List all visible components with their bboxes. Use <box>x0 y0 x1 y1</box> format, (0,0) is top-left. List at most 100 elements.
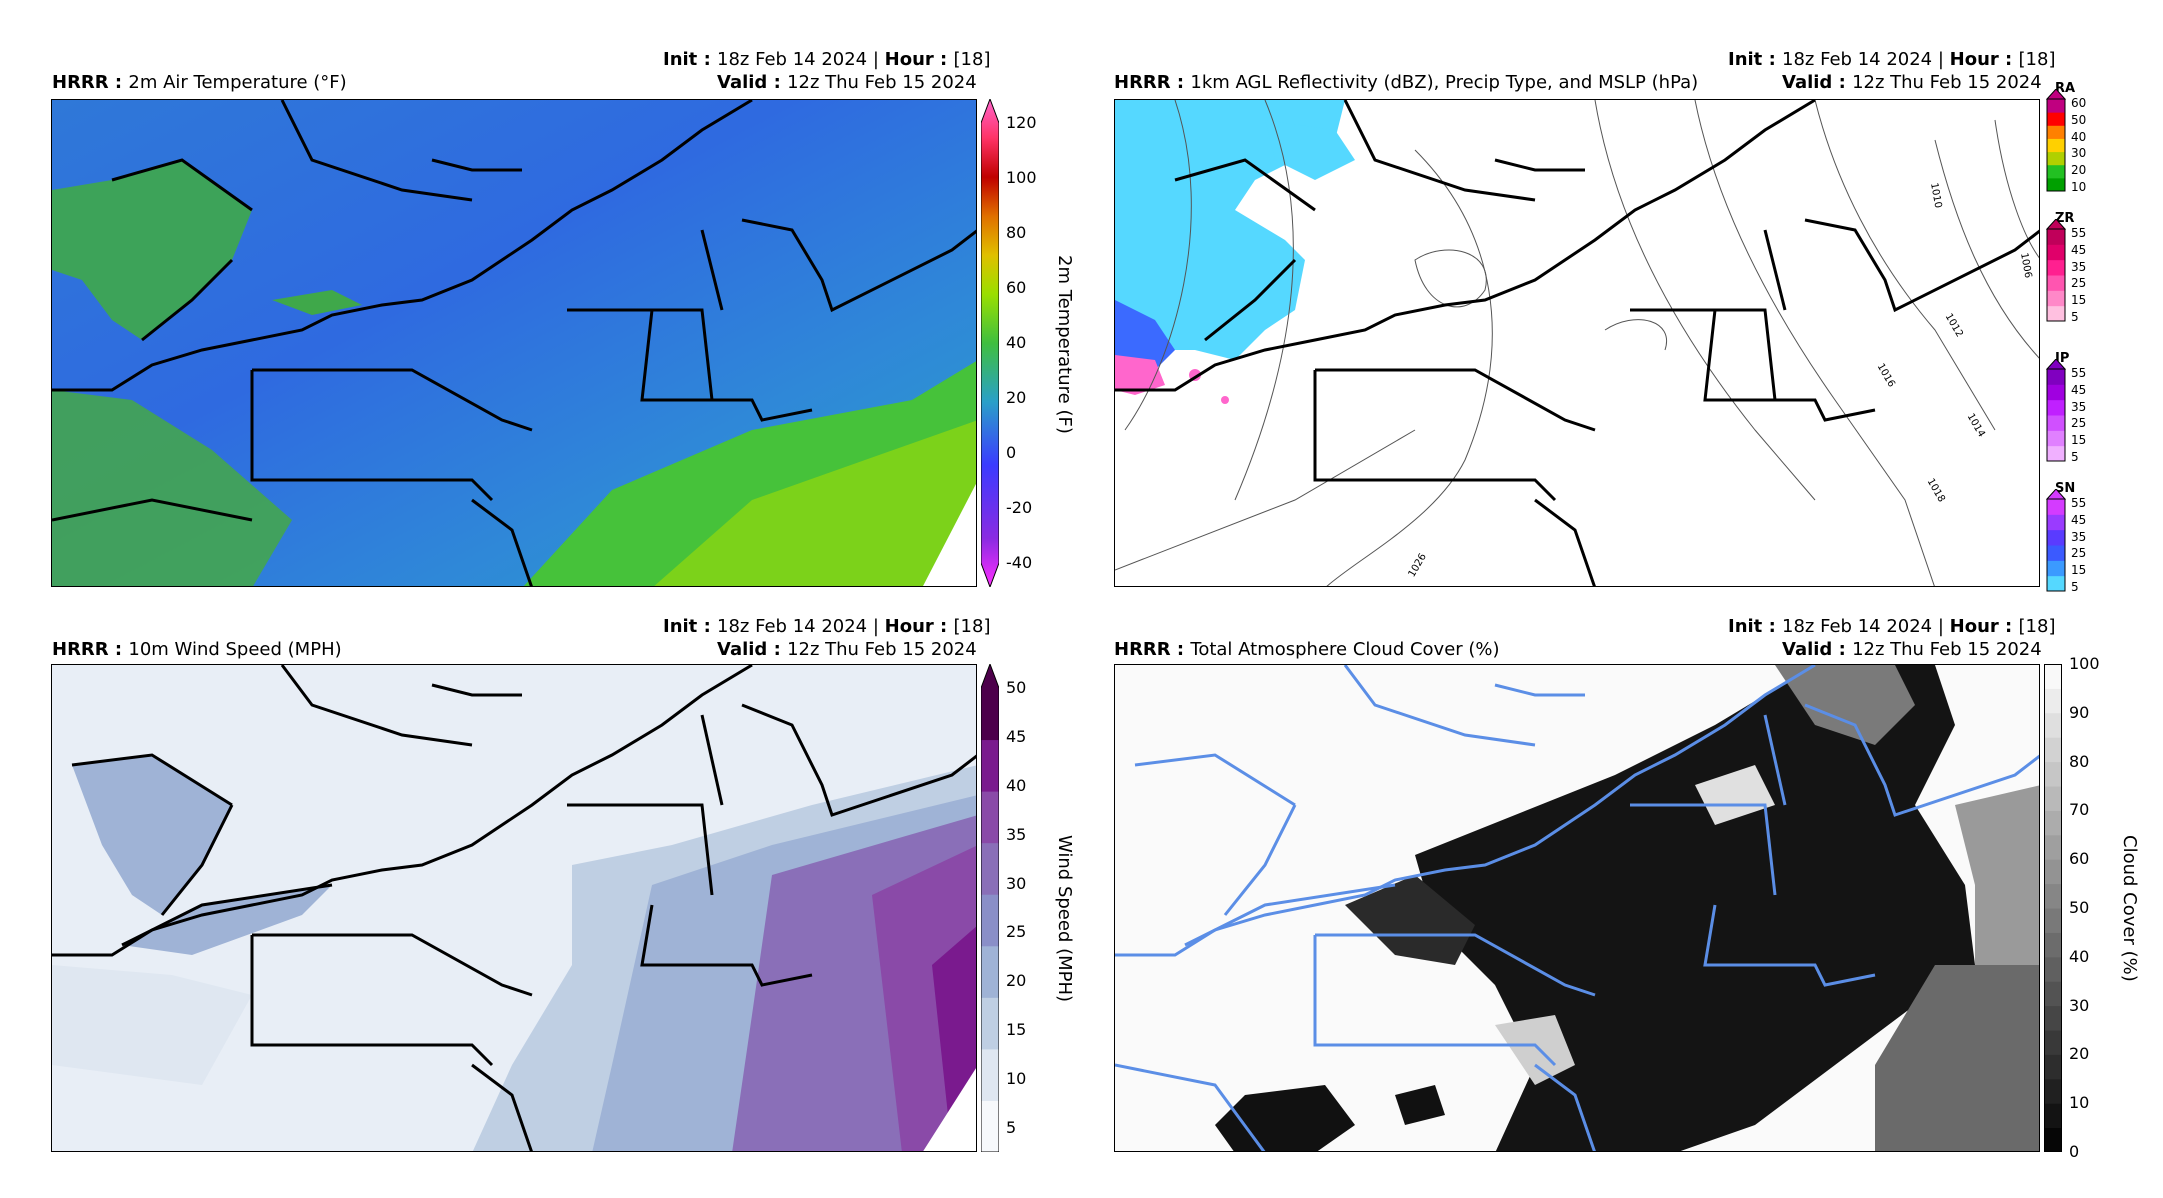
colorbar-tick: 40 <box>1006 775 1027 795</box>
colorbar-tick: 40 <box>2069 946 2090 966</box>
colorbar-tick: 45 <box>2071 382 2087 397</box>
colorbar-outline <box>2046 368 2066 462</box>
colorbar-tick: 100 <box>1006 168 1037 187</box>
colorbar-tick: 5 <box>2071 450 2079 464</box>
colorbar-tick: 80 <box>2069 751 2090 771</box>
colorbar-tick: 20 <box>2069 1044 2090 1064</box>
colorbar-tick: 15 <box>1006 1020 1027 1040</box>
colorbar-tick: 50 <box>2071 112 2087 127</box>
colorbar-segment <box>981 894 999 947</box>
precip-type-colorbar <box>2046 219 2066 322</box>
colorbar-tick: 25 <box>2071 546 2087 561</box>
colorbar-segment <box>2047 545 2065 561</box>
colorbar-tick: 5 <box>1006 1118 1017 1137</box>
colorbar-extend-arrow <box>2046 219 2066 230</box>
colorbar-segment <box>2044 737 2062 763</box>
colorbar-tick: 30 <box>2069 995 2090 1015</box>
colorbar-tick: 45 <box>2071 512 2087 527</box>
colorbar-segment <box>2047 275 2065 291</box>
colorbar-tick: 5 <box>2071 580 2079 594</box>
colorbar-segment <box>2044 688 2062 714</box>
colorbar-segment <box>2047 560 2065 577</box>
refl-title: HRRR : 1km AGL Reflectivity (dBZ), Preci… <box>1114 72 1699 93</box>
refl-valid-line: Valid : 12z Thu Feb 15 2024 <box>1782 72 2042 93</box>
colorbar-segment <box>2044 1005 2062 1031</box>
precip-type-label: SN <box>2055 481 2076 496</box>
cloud-colorbar-label: Cloud Cover (%) <box>2119 835 2140 982</box>
cloud-title: HRRR : Total Atmosphere Cloud Cover (%) <box>1114 639 1500 660</box>
refl-init-line: Init : 18z Feb 14 2024 | Hour : [18] <box>1728 49 2056 70</box>
cloud-map <box>1114 664 2040 1152</box>
temp-title: HRRR : 2m Air Temperature (°F) <box>52 72 347 93</box>
colorbar-segment <box>2044 1127 2062 1153</box>
colorbar-tick: 0 <box>1006 443 1017 462</box>
colorbar-tick: 55 <box>2071 366 2087 380</box>
colorbar-segment <box>2047 244 2065 261</box>
colorbar-tick: 15 <box>2071 293 2087 308</box>
colorbar-tick: 60 <box>1006 278 1027 297</box>
colorbar-segment <box>2044 786 2062 811</box>
colorbar-tick: 100 <box>2069 654 2100 673</box>
colorbar-segment <box>2047 399 2065 416</box>
colorbar-segment <box>2047 290 2065 307</box>
colorbar-segment <box>2047 369 2065 385</box>
colorbar-segment <box>2047 164 2065 179</box>
colorbar-tick: 20 <box>2071 163 2087 178</box>
colorbar-tick: 20 <box>1006 388 1027 407</box>
colorbar-segment <box>2047 384 2065 401</box>
colorbar-tick: 0 <box>2069 1142 2080 1161</box>
colorbar-segment <box>2044 1078 2062 1104</box>
colorbar-segment <box>2044 883 2062 909</box>
colorbar-segment <box>2047 430 2065 447</box>
temperature-map <box>51 99 977 587</box>
colorbar-segment <box>2047 575 2065 592</box>
colorbar-segment <box>2044 1030 2062 1055</box>
colorbar-segment <box>2047 529 2065 546</box>
colorbar-tick: 45 <box>1006 726 1027 746</box>
colorbar-tick: 35 <box>2071 259 2087 274</box>
colorbar-extend-arrow <box>981 664 999 688</box>
colorbar-tick: 50 <box>1006 678 1027 697</box>
colorbar-tick: 60 <box>2071 96 2087 110</box>
colorbar-segment <box>2044 981 2062 1007</box>
wind-colorbar <box>980 662 1000 1153</box>
colorbar-tick: 35 <box>2071 529 2087 544</box>
colorbar-segment <box>2047 259 2065 276</box>
colorbar-segment <box>981 945 999 998</box>
colorbar-tick: 10 <box>2069 1093 2090 1113</box>
colorbar-segment <box>981 1048 999 1101</box>
colorbar-tick: 50 <box>2069 898 2090 917</box>
colorbar-tick: 5 <box>2071 310 2079 324</box>
colorbar-segment <box>2047 99 2065 113</box>
wind-init-line: Init : 18z Feb 14 2024 | Hour : [18] <box>663 616 991 637</box>
colorbar-tick: 25 <box>1006 922 1027 942</box>
colorbar-segment <box>2047 305 2065 322</box>
colorbar-segment <box>2044 712 2062 738</box>
colorbar-segment <box>2047 177 2065 192</box>
colorbar-tick: 55 <box>2071 226 2087 240</box>
colorbar-segment <box>2047 499 2065 515</box>
temp-valid-line: Valid : 12z Thu Feb 15 2024 <box>717 72 977 93</box>
colorbar-segment <box>981 842 999 895</box>
colorbar-tick: 20 <box>1006 971 1027 991</box>
colorbar-segment <box>2044 761 2062 787</box>
colorbar-tick: 120 <box>1006 113 1037 132</box>
colorbar-extend-arrow <box>2046 489 2066 500</box>
colorbar-segment <box>2044 859 2062 885</box>
colorbar-tick: 35 <box>2071 399 2087 414</box>
colorbar-segment <box>2044 956 2062 982</box>
colorbar-segment <box>2047 415 2065 431</box>
colorbar-tick: 10 <box>2071 180 2087 194</box>
temperature-colorbar-label: 2m Temperature (F) <box>1054 255 1075 434</box>
colorbar-outline <box>2046 228 2066 322</box>
colorbar-tick: 15 <box>2071 433 2087 448</box>
colorbar-tick: 45 <box>2071 242 2087 257</box>
colorbar-segment <box>2047 151 2065 166</box>
colorbar-tick: 15 <box>2071 563 2087 578</box>
colorbar-tick: 30 <box>1006 873 1027 893</box>
colorbar-tick: 40 <box>2071 129 2087 144</box>
colorbar-tick: 90 <box>2069 702 2090 722</box>
colorbar-tick: 70 <box>2069 800 2090 820</box>
precip-type-label: ZR <box>2055 211 2075 226</box>
colorbar-tick: 25 <box>2071 416 2087 431</box>
